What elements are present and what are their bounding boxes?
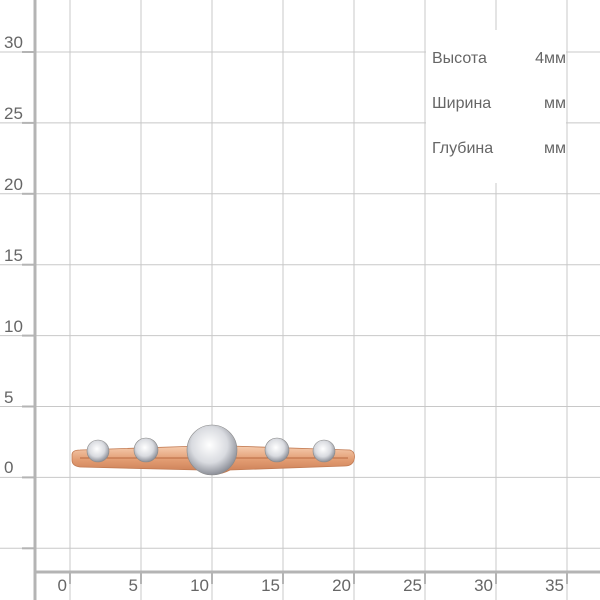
spec-value: 4мм — [535, 50, 566, 67]
x-tick-label: 25 — [403, 576, 422, 595]
x-tick-label: 10 — [190, 576, 209, 595]
y-tick-label: 5 — [4, 387, 14, 407]
x-tick-label: 0 — [57, 576, 67, 595]
spec-label: Высота — [432, 50, 487, 67]
spec-value: мм — [544, 95, 566, 112]
spec-label: Глубина — [432, 140, 494, 157]
x-tick-label: 15 — [261, 576, 280, 595]
ring-image — [71, 424, 355, 476]
spec-depth: Глубина мм — [426, 126, 566, 171]
y-tick-label: 20 — [4, 174, 23, 194]
y-tick-label: 15 — [4, 245, 23, 265]
spec-width: Ширина мм — [426, 81, 566, 126]
y-tick-label: 10 — [4, 316, 23, 336]
y-tick-label: 25 — [4, 103, 23, 123]
x-tick-label: 5 — [128, 576, 138, 595]
x-tick-label: 30 — [474, 576, 493, 595]
spec-label: Ширина — [432, 95, 492, 112]
dimensions-panel: Высота 4мм Ширина мм Глубина мм — [426, 30, 566, 183]
y-tick-label: 0 — [4, 458, 14, 478]
spec-value: мм — [544, 140, 566, 157]
spec-height: Высота 4мм — [426, 36, 566, 81]
x-tick-label: 20 — [332, 576, 351, 595]
x-tick-label: 35 — [545, 576, 564, 595]
y-tick-label: 30 — [4, 33, 23, 52]
